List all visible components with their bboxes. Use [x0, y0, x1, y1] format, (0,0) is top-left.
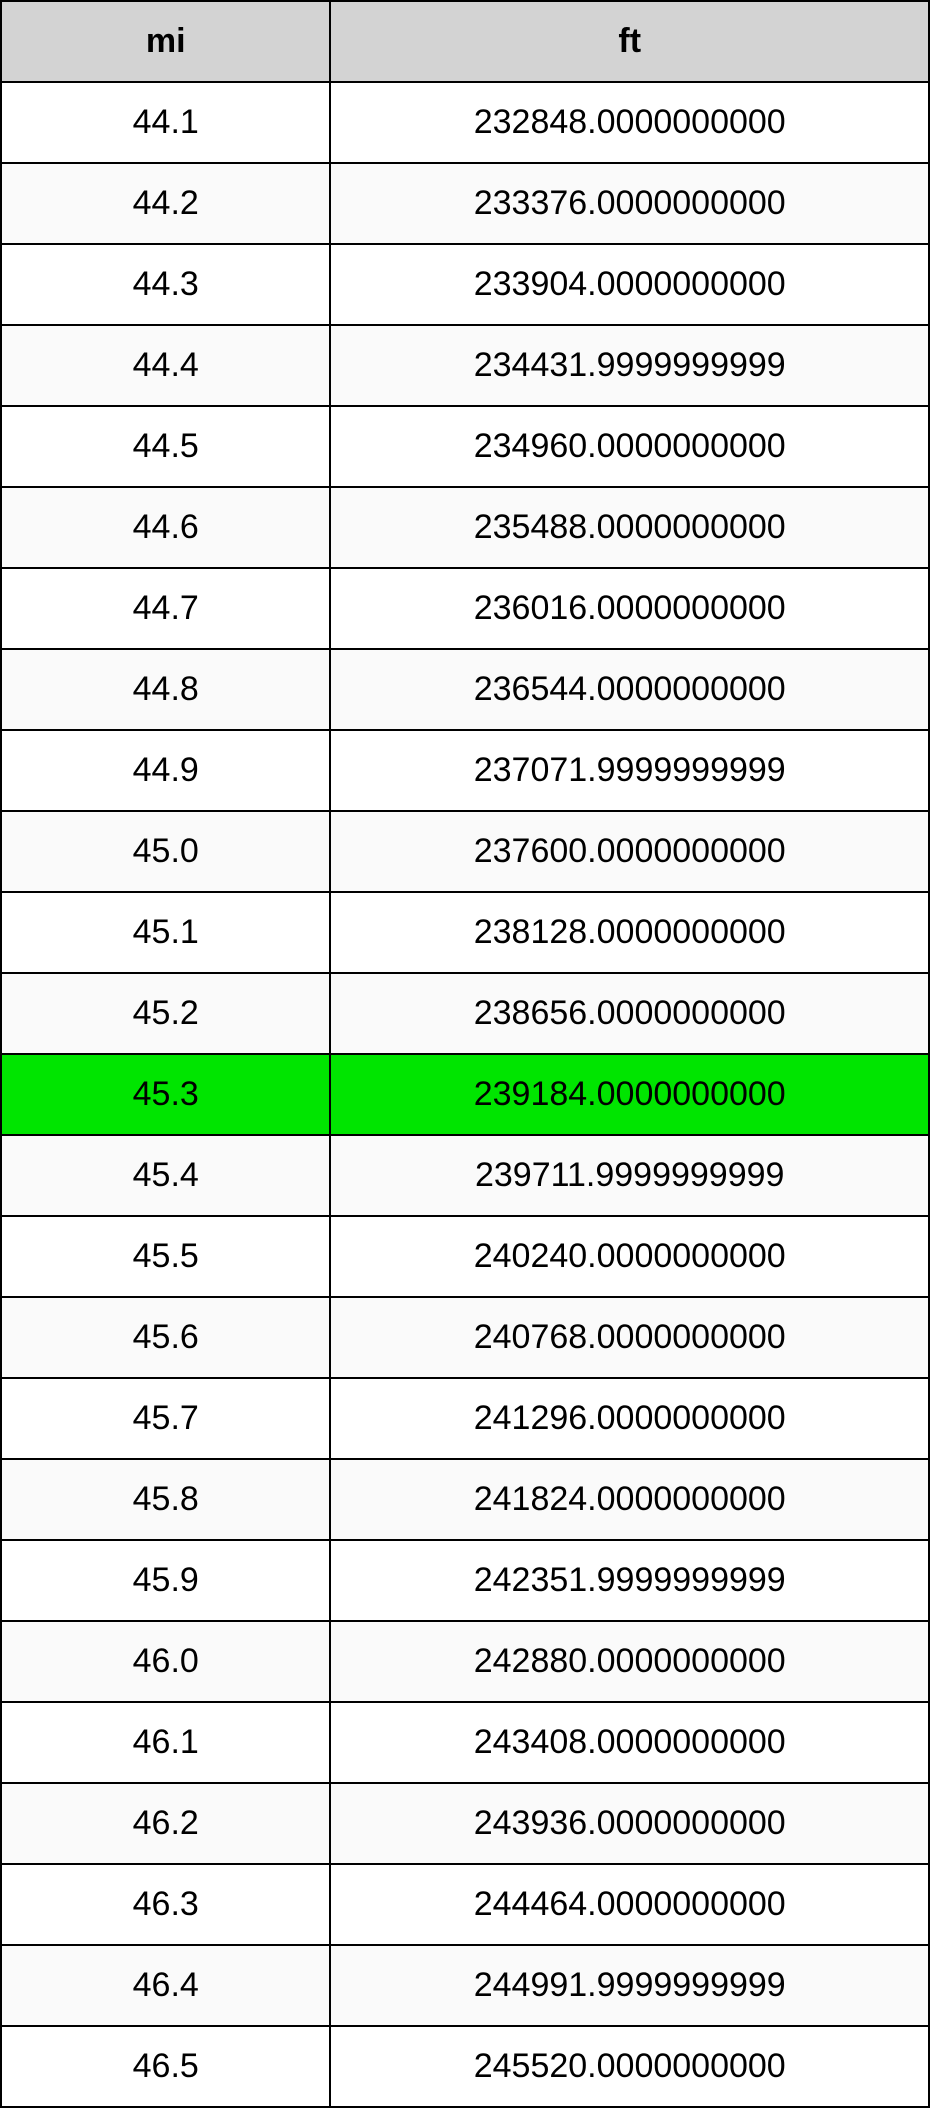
table-row: 44.5 234960.0000000000: [1, 406, 929, 487]
table-row: 45.4 239711.9999999999: [1, 1135, 929, 1216]
table-row: 44.7 236016.0000000000: [1, 568, 929, 649]
cell-mi: 44.4: [1, 325, 330, 406]
cell-mi: 44.1: [1, 82, 330, 163]
cell-ft: 238656.0000000000: [330, 973, 929, 1054]
table-row: 46.4 244991.9999999999: [1, 1945, 929, 2026]
cell-ft: 243936.0000000000: [330, 1783, 929, 1864]
cell-mi: 44.6: [1, 487, 330, 568]
cell-ft: 244991.9999999999: [330, 1945, 929, 2026]
table-row: 46.5 245520.0000000000: [1, 2026, 929, 2107]
table-row: 45.6 240768.0000000000: [1, 1297, 929, 1378]
table-row: 44.3 233904.0000000000: [1, 244, 929, 325]
cell-ft: 232848.0000000000: [330, 82, 929, 163]
table-row: 46.1 243408.0000000000: [1, 1702, 929, 1783]
cell-ft: 241824.0000000000: [330, 1459, 929, 1540]
cell-mi: 45.0: [1, 811, 330, 892]
table-row: 46.3 244464.0000000000: [1, 1864, 929, 1945]
conversion-table: mi ft 44.1 232848.0000000000 44.2 233376…: [0, 0, 930, 2108]
cell-mi: 44.9: [1, 730, 330, 811]
table-row: 45.2 238656.0000000000: [1, 973, 929, 1054]
cell-ft: 239711.9999999999: [330, 1135, 929, 1216]
table-row: 45.7 241296.0000000000: [1, 1378, 929, 1459]
cell-ft: 234431.9999999999: [330, 325, 929, 406]
cell-ft: 240240.0000000000: [330, 1216, 929, 1297]
cell-ft: 237071.9999999999: [330, 730, 929, 811]
table-row: 45.1 238128.0000000000: [1, 892, 929, 973]
cell-mi: 44.7: [1, 568, 330, 649]
cell-mi: 46.3: [1, 1864, 330, 1945]
cell-mi: 46.2: [1, 1783, 330, 1864]
cell-mi: 45.8: [1, 1459, 330, 1540]
cell-ft: 233376.0000000000: [330, 163, 929, 244]
table-row: 44.6 235488.0000000000: [1, 487, 929, 568]
table-row: 45.8 241824.0000000000: [1, 1459, 929, 1540]
cell-ft: 236544.0000000000: [330, 649, 929, 730]
cell-mi: 45.6: [1, 1297, 330, 1378]
cell-mi: 45.2: [1, 973, 330, 1054]
cell-ft: 240768.0000000000: [330, 1297, 929, 1378]
cell-mi: 45.9: [1, 1540, 330, 1621]
cell-ft: 241296.0000000000: [330, 1378, 929, 1459]
table-row: 45.0 237600.0000000000: [1, 811, 929, 892]
cell-mi: 46.5: [1, 2026, 330, 2107]
table-row: 45.5 240240.0000000000: [1, 1216, 929, 1297]
cell-mi: 44.2: [1, 163, 330, 244]
table-row: 46.0 242880.0000000000: [1, 1621, 929, 1702]
cell-mi: 46.4: [1, 1945, 330, 2026]
cell-mi: 44.3: [1, 244, 330, 325]
cell-mi: 45.3: [1, 1054, 330, 1135]
column-header-mi: mi: [1, 1, 330, 82]
cell-mi: 44.5: [1, 406, 330, 487]
cell-mi: 45.1: [1, 892, 330, 973]
cell-mi: 46.0: [1, 1621, 330, 1702]
table-row: 45.9 242351.9999999999: [1, 1540, 929, 1621]
cell-ft: 237600.0000000000: [330, 811, 929, 892]
table-body: 44.1 232848.0000000000 44.2 233376.00000…: [1, 82, 929, 2107]
cell-ft: 242351.9999999999: [330, 1540, 929, 1621]
conversion-table-container: mi ft 44.1 232848.0000000000 44.2 233376…: [0, 0, 930, 2108]
table-row: 44.8 236544.0000000000: [1, 649, 929, 730]
cell-ft: 235488.0000000000: [330, 487, 929, 568]
cell-mi: 46.1: [1, 1702, 330, 1783]
cell-ft: 239184.0000000000: [330, 1054, 929, 1135]
cell-mi: 45.5: [1, 1216, 330, 1297]
table-row: 44.2 233376.0000000000: [1, 163, 929, 244]
table-row: 46.2 243936.0000000000: [1, 1783, 929, 1864]
cell-ft: 236016.0000000000: [330, 568, 929, 649]
cell-ft: 243408.0000000000: [330, 1702, 929, 1783]
cell-ft: 233904.0000000000: [330, 244, 929, 325]
table-row: 44.9 237071.9999999999: [1, 730, 929, 811]
cell-mi: 45.7: [1, 1378, 330, 1459]
table-header-row: mi ft: [1, 1, 929, 82]
table-row: 44.1 232848.0000000000: [1, 82, 929, 163]
cell-mi: 45.4: [1, 1135, 330, 1216]
cell-ft: 245520.0000000000: [330, 2026, 929, 2107]
column-header-ft: ft: [330, 1, 929, 82]
cell-ft: 242880.0000000000: [330, 1621, 929, 1702]
table-row-highlighted: 45.3 239184.0000000000: [1, 1054, 929, 1135]
cell-mi: 44.8: [1, 649, 330, 730]
cell-ft: 234960.0000000000: [330, 406, 929, 487]
cell-ft: 238128.0000000000: [330, 892, 929, 973]
cell-ft: 244464.0000000000: [330, 1864, 929, 1945]
table-row: 44.4 234431.9999999999: [1, 325, 929, 406]
